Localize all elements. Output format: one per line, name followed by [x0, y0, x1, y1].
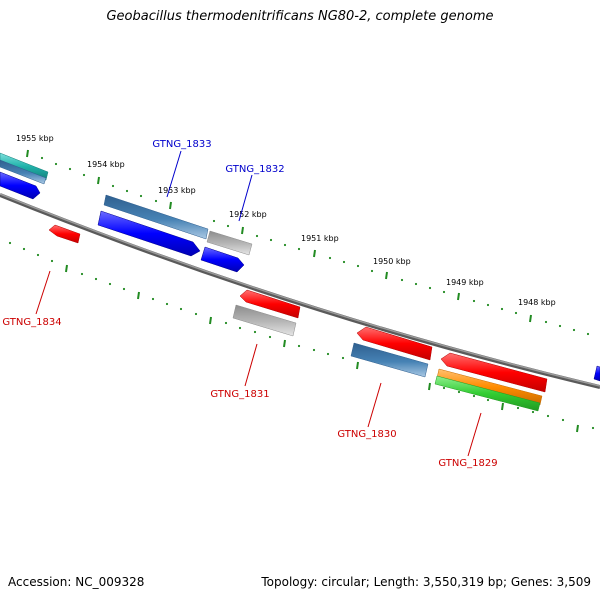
feature-steelblue-gtng-1830[interactable] [350, 342, 429, 378]
feature-steelblue-left[interactable] [0, 159, 47, 185]
gene-gtng-1834[interactable] [48, 224, 81, 244]
kbp-label-1954: 1954 kbp [87, 160, 125, 169]
gene-label-gtng-1833: GTNG_1833 [152, 139, 211, 150]
kbp-label-1949: 1949 kbp [446, 278, 484, 287]
gene-label-gtng-1832: GTNG_1832 [225, 164, 284, 175]
feature-steelblue-gtng-1833[interactable] [103, 194, 209, 240]
upper-dot-track [40, 156, 590, 336]
genome-summary-text: Topology: circular; Length: 3,550,319 bp… [261, 575, 591, 589]
gene-gtng-1832[interactable] [200, 246, 245, 273]
kbp-label-1948: 1948 kbp [518, 298, 556, 307]
gene-blue-left[interactable] [0, 171, 41, 200]
kbp-label-1952: 1952 kbp [229, 210, 267, 219]
gene-gtng-1829[interactable] [440, 352, 548, 393]
kbp-label-1955: 1955 kbp [16, 134, 54, 143]
gene-gtng-1830[interactable] [356, 326, 433, 361]
gene-label-gtng-1830: GTNG_1830 [337, 429, 396, 440]
kbp-label-1953: 1953 kbp [158, 186, 196, 195]
gene-gtng-1833[interactable] [97, 210, 201, 257]
gene-label-gtng-1831: GTNG_1831 [210, 389, 269, 400]
lower-dot-track [8, 241, 595, 430]
label-leader-lines [35, 150, 482, 457]
gene-blue-right-edge[interactable] [593, 365, 600, 382]
gene-gtng-1831[interactable] [239, 289, 301, 319]
kbp-label-1951: 1951 kbp [301, 234, 339, 243]
lower-tick-track [65, 264, 579, 433]
upper-tick-track [26, 149, 532, 323]
map-title: Geobacillus thermodenitrificans NG80-2, … [106, 9, 494, 24]
feature-gray-gtng-1831[interactable] [232, 304, 297, 337]
feature-green-gtng-1829[interactable] [434, 375, 541, 412]
accession-text: Accession: NC_009328 [8, 575, 145, 589]
gene-label-gtng-1834: GTNG_1834 [2, 317, 61, 328]
genome-backbone [0, 193, 600, 389]
kbp-label-1950: 1950 kbp [373, 257, 411, 266]
feature-gray-gtng-1832[interactable] [206, 230, 253, 256]
feature-cyan-left[interactable] [0, 152, 49, 181]
gene-label-gtng-1829: GTNG_1829 [438, 458, 497, 469]
feature-orange-gtng-1829[interactable] [436, 368, 543, 406]
